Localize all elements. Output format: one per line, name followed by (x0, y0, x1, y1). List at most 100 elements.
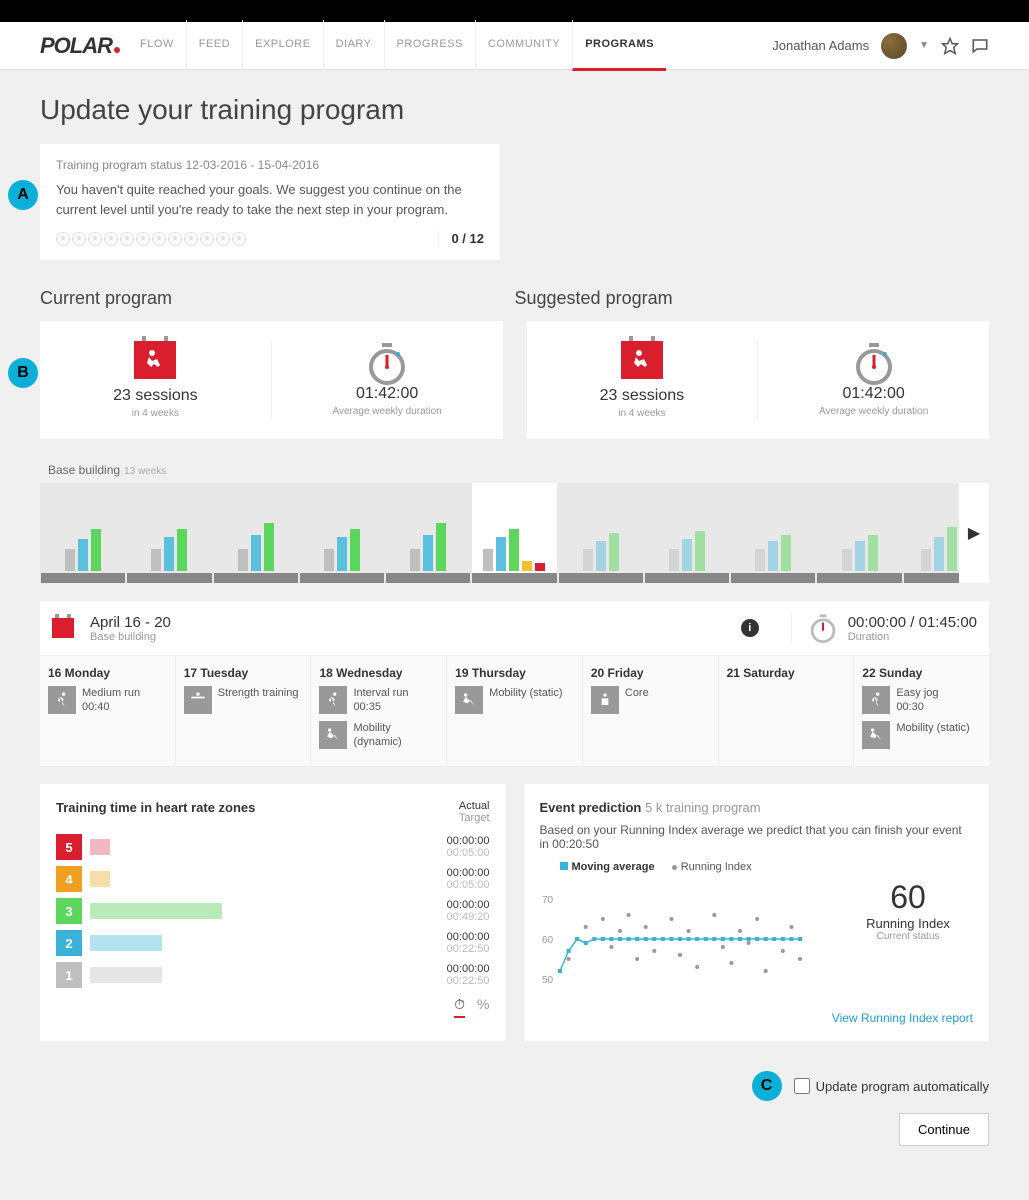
dropdown-caret[interactable]: ▼ (919, 40, 929, 51)
activity-item[interactable]: Interval run00:35 (319, 686, 438, 715)
activity-item[interactable]: Mobility (static) (455, 686, 574, 714)
activity-item[interactable]: Core (591, 686, 710, 714)
hr-zone-row: 400:00:0000:05:00 (56, 866, 490, 892)
nav-item-community[interactable]: COMMUNITY (475, 20, 572, 71)
chat-icon[interactable] (971, 37, 989, 55)
activity-item[interactable]: Strength training (184, 686, 303, 714)
sessions-sub: in 4 weeks (40, 408, 271, 419)
activity-item[interactable]: Medium run00:40 (48, 686, 167, 715)
timeline-week[interactable] (386, 483, 470, 583)
timeline-next-button[interactable]: ▶ (959, 483, 989, 583)
calendar-icon (134, 341, 176, 379)
timeline-week[interactable] (559, 483, 643, 583)
activity-text: Mobility (dynamic) (353, 721, 438, 750)
star-icon: ★ (152, 232, 166, 246)
activity-text: Mobility (static) (896, 721, 969, 749)
star-icon[interactable] (941, 37, 959, 55)
toggle-percent[interactable]: % (477, 996, 489, 1018)
continue-button[interactable]: Continue (899, 1113, 989, 1146)
day-column: 16 Monday Medium run00:40 (40, 656, 176, 766)
day-label: 20 Friday (591, 666, 710, 680)
day-label: 21 Saturday (727, 666, 846, 680)
nav-item-progress[interactable]: PROGRESS (384, 20, 475, 71)
duration-value: 01:42:00 (758, 385, 989, 403)
day-label: 18 Wednesday (319, 666, 438, 680)
activity-item[interactable]: Mobility (dynamic) (319, 721, 438, 750)
core-icon (591, 686, 619, 714)
zone-number: 3 (56, 898, 82, 924)
auto-update-checkbox-label[interactable]: Update program automatically (794, 1078, 989, 1094)
week-detail-header: April 16 - 20 Base building i 00:00:00 /… (40, 601, 989, 655)
duration-sub: Average weekly duration (272, 406, 503, 417)
hr-title: Training time in heart rate zones (56, 800, 255, 824)
current-program-card: 23 sessions in 4 weeks 01:42:00 Average … (40, 321, 503, 439)
day-column: 18 Wednesday Interval run00:35 Mobility (d… (311, 656, 447, 766)
hr-zone-row: 500:00:0000:05:00 (56, 834, 490, 860)
view-report-link[interactable]: View Running Index report (540, 1011, 974, 1025)
auto-update-text: Update program automatically (816, 1079, 989, 1094)
zone-target: 00:05:00 (420, 879, 490, 891)
nav-item-feed[interactable]: FEED (186, 20, 242, 71)
week-duration-label: Duration (848, 631, 977, 643)
week-phase: Base building (90, 631, 171, 643)
prediction-card: Event prediction 5 k training program Ba… (524, 784, 990, 1041)
hr-legend-target: Target (459, 812, 490, 824)
hr-zone-row: 100:00:0000:22:50 (56, 962, 490, 988)
nav-item-flow[interactable]: FLOW (128, 20, 186, 71)
timeline-week[interactable] (214, 483, 298, 583)
user-name[interactable]: Jonathan Adams (772, 38, 869, 53)
day-label: 16 Monday (48, 666, 167, 680)
auto-update-checkbox[interactable] (794, 1078, 810, 1094)
activity-item[interactable]: Mobility (static) (862, 721, 981, 749)
timeline-week[interactable] (472, 483, 556, 583)
nav-item-programs[interactable]: PROGRAMS (572, 20, 666, 71)
zone-actual: 00:00:00 (420, 931, 490, 943)
info-icon[interactable]: i (741, 619, 759, 637)
running-index-chart: 506070 (540, 879, 828, 999)
strength-icon (184, 686, 212, 714)
zone-actual: 00:00:00 (420, 963, 490, 975)
activity-text: Core (625, 686, 649, 714)
status-message: You haven't quite reached your goals. We… (56, 180, 484, 219)
nav-item-diary[interactable]: DIARY (323, 20, 384, 71)
activity-text: Medium run00:40 (82, 686, 140, 715)
star-icon: ★ (56, 232, 70, 246)
week-dates: April 16 - 20 (90, 614, 171, 631)
calendar-small-icon (52, 618, 74, 638)
mobility-icon (862, 721, 890, 749)
avatar[interactable] (881, 33, 907, 59)
toggle-time-icon[interactable]: ⏱ (454, 996, 465, 1018)
timeline-phase: Base building (48, 463, 120, 477)
activity-text: Interval run00:35 (353, 686, 408, 715)
star-icon: ★ (232, 232, 246, 246)
run-icon (48, 686, 76, 714)
mobility-icon (455, 686, 483, 714)
annotation-badge-c: C (752, 1071, 782, 1101)
status-period: Training program status 12-03-2016 - 15-… (56, 158, 484, 172)
timeline-week[interactable] (645, 483, 729, 583)
timeline-week[interactable] (127, 483, 211, 583)
annotation-badge-a: A (8, 180, 38, 210)
svg-text:60: 60 (542, 935, 554, 946)
zone-target: 00:05:00 (420, 847, 490, 859)
star-icon: ★ (72, 232, 86, 246)
pred-text: Based on your Running Index average we p… (540, 823, 974, 851)
main-nav: FLOWFEEDEXPLOREDIARYPROGRESSCOMMUNITYPRO… (128, 20, 666, 71)
suggested-program-title: Suggested program (515, 288, 990, 309)
duration-sub: Average weekly duration (758, 406, 989, 417)
star-icon: ★ (216, 232, 230, 246)
day-column: 20 Friday Core (583, 656, 719, 766)
timeline-week[interactable] (731, 483, 815, 583)
timeline-week[interactable] (300, 483, 384, 583)
timeline-week[interactable] (817, 483, 901, 583)
day-label: 22 Sunday (862, 666, 981, 680)
timeline-week[interactable] (41, 483, 125, 583)
sessions-value: 23 sessions (527, 387, 758, 405)
pred-title-sub: 5 k training program (645, 800, 761, 815)
sessions-sub: in 4 weeks (527, 408, 758, 419)
day-column: 19 ThursdayMobility (static) (447, 656, 583, 766)
nav-item-explore[interactable]: EXPLORE (242, 20, 322, 71)
activity-text: Mobility (static) (489, 686, 562, 714)
hr-legend-actual: Actual (459, 800, 490, 812)
activity-item[interactable]: Easy jog00:30 (862, 686, 981, 715)
